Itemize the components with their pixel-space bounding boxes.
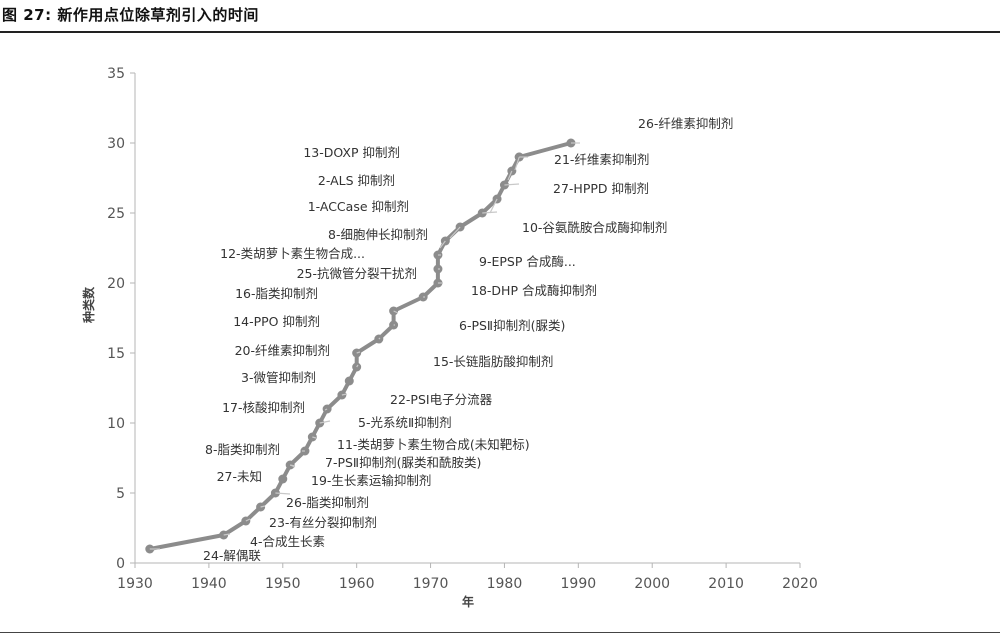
x-tick-label: 1960	[339, 576, 375, 592]
annotation-label: 22-PSⅠ电子分流器	[390, 392, 493, 407]
annotation-label: 20-纤维素抑制剂	[235, 343, 330, 358]
x-tick-label: 1930	[117, 576, 153, 592]
annotation-label: 8-细胞伸长抑制剂	[328, 227, 428, 242]
annotation-label: 18-DHP 合成酶抑制剂	[471, 283, 597, 298]
annotation-label: 2-ALS 抑制剂	[318, 173, 395, 188]
annotation-leader-line	[319, 420, 331, 424]
x-tick-label: 1950	[265, 576, 301, 592]
annotation-label: 25-抗微管分裂干扰剂	[297, 266, 417, 281]
annotation-label: 14-PPO 抑制剂	[233, 314, 320, 329]
y-tick-label: 5	[116, 486, 125, 502]
annotation-leader-line	[507, 170, 513, 181]
annotation-leader-line	[356, 364, 359, 368]
y-tick-label: 30	[107, 136, 125, 152]
annotation-leader-line	[393, 310, 399, 314]
annotation-leader-line	[312, 436, 317, 439]
x-tick-label: 2000	[634, 576, 670, 592]
annotation-leader-line	[341, 393, 348, 396]
annotation-leader-line	[514, 156, 520, 171]
annotation-label: 15-长链脂肪酸抑制剂	[433, 354, 553, 369]
y-tick-label: 35	[107, 66, 125, 82]
annotation-label: 16-脂类抑制剂	[235, 286, 318, 301]
annotation-leader-line	[356, 351, 361, 354]
annotation-label: 11-类胡萝卜素生物合成(未知靶标)	[337, 437, 530, 452]
y-tick-label: 25	[107, 206, 125, 222]
annotation-leader-line	[482, 211, 498, 214]
figure-title: 图 27: 新作用点位除草剂引入的时间	[2, 6, 259, 24]
x-tick-label: 1980	[487, 576, 523, 592]
y-tick-label: 20	[107, 276, 125, 292]
annotation-label: 1-ACCase 抑制剂	[308, 199, 409, 214]
x-tick-label: 1940	[191, 576, 227, 592]
data-point	[344, 376, 354, 386]
annotation-leader-line	[245, 518, 251, 522]
annotation-label: 12-类胡萝卜素生物合成...	[220, 246, 365, 261]
annotation-label: 23-有丝分裂抑制剂	[269, 515, 377, 530]
annotation-leader-line	[324, 408, 328, 411]
annotation-label: 21-纤维素抑制剂	[554, 152, 649, 167]
x-axis-label: 年	[462, 594, 474, 609]
annotation-label: 6-PSⅡ抑制剂(脲类)	[459, 318, 565, 333]
annotation-label: 9-EPSP 合成酶...	[479, 254, 576, 269]
annotation-leader-line	[439, 240, 446, 249]
annotation-leader-line	[223, 533, 231, 536]
annotation-label: 26-纤维素抑制剂	[638, 116, 733, 131]
x-tick-label: 1970	[413, 576, 449, 592]
annotation-leader-line	[449, 226, 461, 239]
y-tick-label: 15	[107, 346, 125, 362]
annotation-label: 13-DOXP 抑制剂	[303, 145, 400, 160]
annotation-label: 3-微管抑制剂	[241, 370, 316, 385]
x-tick-label: 2010	[708, 576, 744, 592]
data-point	[507, 166, 517, 176]
x-tick-label: 1990	[561, 576, 597, 592]
annotation-label: 4-合成生长素	[250, 534, 325, 549]
annotation-label: 5-光系统Ⅱ抑制剂	[358, 415, 452, 430]
annotation-label: 8-脂类抑制剂	[205, 442, 280, 457]
annotation-leader-line	[290, 464, 296, 467]
y-tick-label: 10	[107, 416, 125, 432]
annotation-leader-line	[489, 198, 498, 214]
annotation-label: 27-HPPD 抑制剂	[553, 181, 649, 196]
annotation-label: 27-未知	[217, 469, 262, 484]
y-axis-label: 种类数	[81, 286, 96, 324]
annotation-leader-line	[378, 337, 381, 340]
annotation-label: 19-生长素运输抑制剂	[311, 473, 431, 488]
annotation-label: 24-解偶联	[203, 548, 261, 563]
y-tick-label: 0	[116, 556, 125, 572]
annotation-leader-line	[504, 183, 520, 186]
annotation-label: 7-PSⅡ抑制剂(脲类和酰胺类)	[325, 455, 481, 470]
x-tick-label: 2020	[782, 576, 818, 592]
data-point	[278, 474, 288, 484]
annotation-leader-line	[275, 492, 291, 495]
annotation-label: 26-脂类抑制剂	[286, 495, 369, 510]
title-divider	[0, 31, 1000, 33]
annotation-leader-line	[260, 505, 266, 508]
bottom-divider	[0, 632, 1000, 633]
annotation-label: 10-谷氨酰胺合成酶抑制剂	[522, 220, 667, 235]
annotation-label: 17-核酸抑制剂	[222, 400, 305, 415]
